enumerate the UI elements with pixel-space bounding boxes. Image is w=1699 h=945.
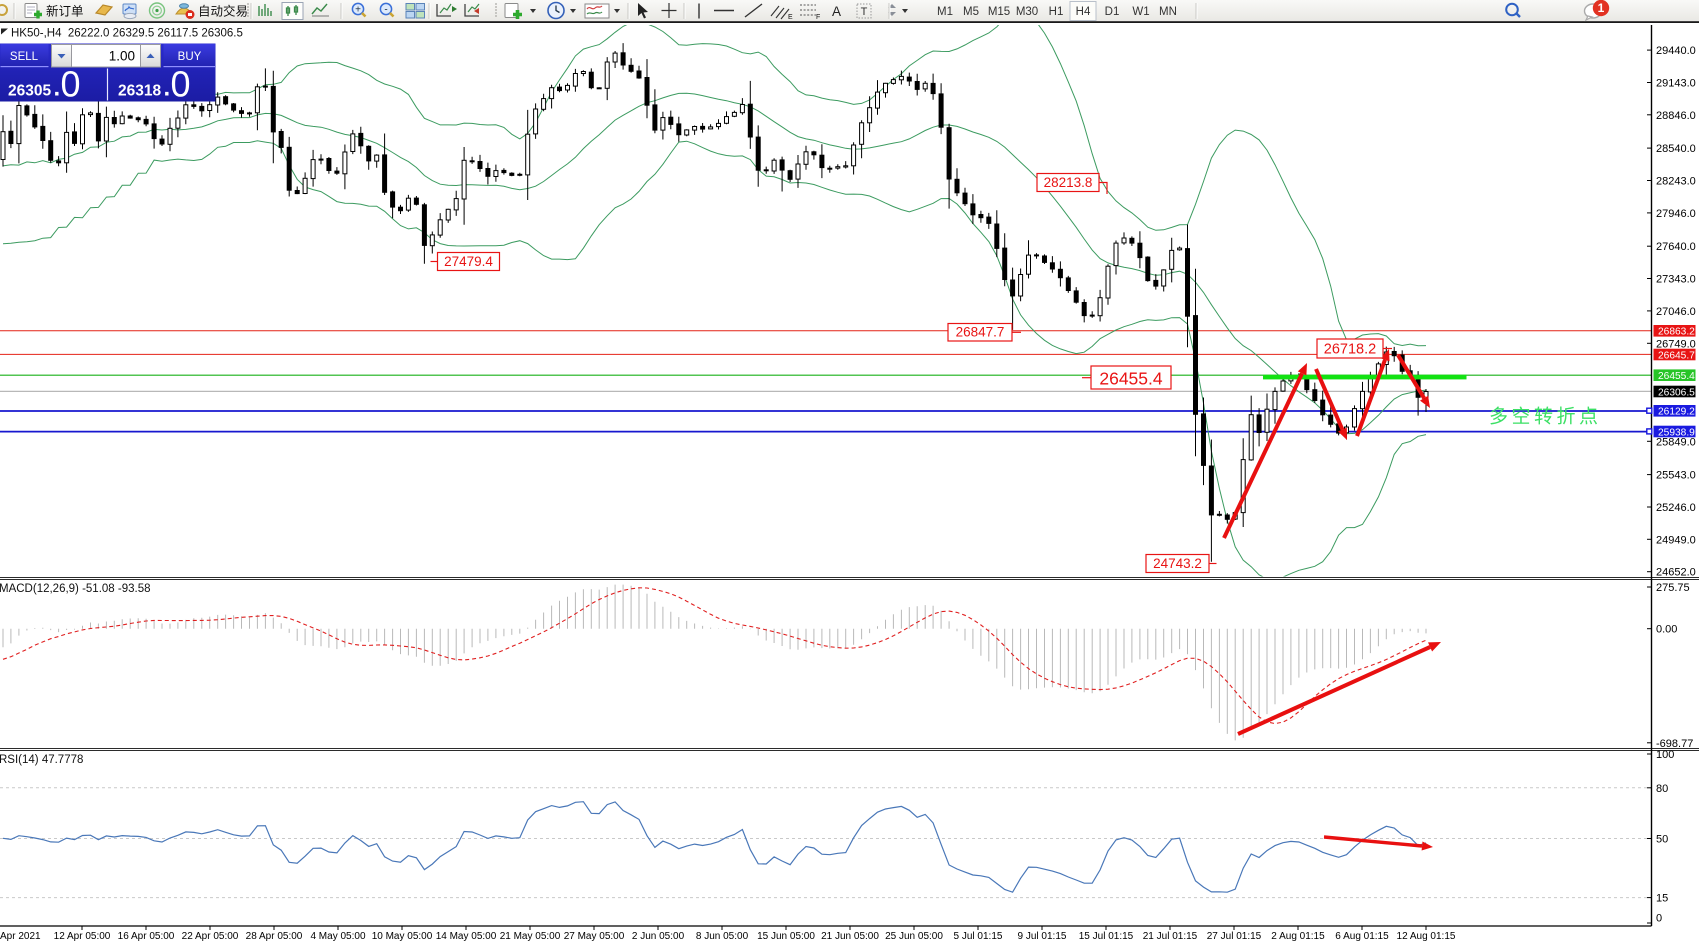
svg-text:0: 0: [61, 64, 81, 105]
svg-text:12 Aug 01:15: 12 Aug 01:15: [1397, 931, 1456, 942]
svg-text:27479.4: 27479.4: [444, 254, 493, 269]
svg-text:28846.0: 28846.0: [1656, 110, 1696, 122]
svg-text:自动交易: 自动交易: [198, 4, 248, 19]
svg-text:27046.0: 27046.0: [1656, 306, 1696, 318]
svg-text:SELL: SELL: [10, 51, 39, 63]
svg-text:4 May 05:00: 4 May 05:00: [310, 931, 365, 942]
svg-text:27 Jul 01:15: 27 Jul 01:15: [1207, 931, 1262, 942]
svg-text:0: 0: [1656, 913, 1662, 925]
svg-text:0: 0: [171, 64, 191, 105]
svg-text:24652.0: 24652.0: [1656, 567, 1696, 579]
svg-text:21 Jun 05:00: 21 Jun 05:00: [821, 931, 879, 942]
svg-text:275.75: 275.75: [1656, 582, 1690, 594]
svg-text:MACD(12,26,9) -51.08 -93.58: MACD(12,26,9) -51.08 -93.58: [0, 583, 151, 595]
svg-text:8 Jun 05:00: 8 Jun 05:00: [696, 931, 749, 942]
svg-text:15: 15: [1656, 893, 1668, 905]
svg-text:10 May 05:00: 10 May 05:00: [372, 931, 433, 942]
svg-text:HK50-,H4 26222.0 26329.5 2611: HK50-,H4 26222.0 26329.5 26117.5 26306.5: [11, 28, 243, 40]
svg-text:27640.0: 27640.0: [1656, 241, 1696, 253]
svg-text:26455.4: 26455.4: [1099, 369, 1163, 389]
svg-text:M1: M1: [937, 6, 953, 18]
svg-text:RSI(14) 47.7778: RSI(14) 47.7778: [0, 754, 83, 766]
svg-text:.: .: [164, 75, 171, 102]
svg-text:F: F: [816, 14, 820, 21]
svg-text:25849.0: 25849.0: [1656, 436, 1696, 448]
svg-text:0.00: 0.00: [1656, 624, 1677, 636]
svg-text:Apr 2021: Apr 2021: [0, 931, 41, 942]
svg-text:100: 100: [1656, 749, 1674, 761]
svg-text:29440.0: 29440.0: [1656, 45, 1696, 57]
svg-text:M30: M30: [1016, 6, 1038, 18]
svg-text:-698.77: -698.77: [1656, 738, 1693, 750]
svg-text:1.00: 1.00: [109, 49, 135, 64]
svg-text:9 Jul 01:15: 9 Jul 01:15: [1018, 931, 1067, 942]
svg-text:28243.0: 28243.0: [1656, 176, 1696, 188]
svg-text:1: 1: [1598, 1, 1605, 15]
svg-text:26863.2: 26863.2: [1658, 327, 1695, 338]
svg-text:-: -: [384, 5, 387, 16]
svg-text:27 May 05:00: 27 May 05:00: [564, 931, 625, 942]
svg-text:M5: M5: [963, 6, 979, 18]
svg-text:25 Jun 05:00: 25 Jun 05:00: [885, 931, 943, 942]
svg-text:28213.8: 28213.8: [1044, 175, 1093, 190]
svg-text:50: 50: [1656, 834, 1668, 846]
svg-text:多空转折点: 多空转折点: [1489, 406, 1602, 428]
svg-text:26455.4: 26455.4: [1658, 371, 1695, 382]
svg-text:15 Jun 05:00: 15 Jun 05:00: [757, 931, 815, 942]
svg-text:A: A: [832, 4, 841, 19]
svg-text:D1: D1: [1105, 6, 1120, 18]
svg-text:26847.7: 26847.7: [956, 325, 1005, 340]
svg-text:M15: M15: [988, 6, 1010, 18]
svg-text:25246.0: 25246.0: [1656, 502, 1696, 514]
svg-text:15 Jul 01:15: 15 Jul 01:15: [1079, 931, 1134, 942]
svg-text:27946.0: 27946.0: [1656, 208, 1696, 220]
svg-text:21 Jul 01:15: 21 Jul 01:15: [1143, 931, 1198, 942]
svg-text:.: .: [54, 75, 61, 102]
svg-text:26318: 26318: [118, 83, 161, 100]
svg-text:26306.5: 26306.5: [1658, 387, 1695, 398]
svg-text:27343.0: 27343.0: [1656, 274, 1696, 286]
svg-text:25938.9: 25938.9: [1658, 427, 1695, 438]
svg-text:H1: H1: [1049, 6, 1064, 18]
svg-text:新订单: 新订单: [46, 4, 84, 19]
svg-text:14 May 05:00: 14 May 05:00: [436, 931, 497, 942]
svg-text:MN: MN: [1159, 6, 1177, 18]
svg-text:5 Jul 01:15: 5 Jul 01:15: [954, 931, 1003, 942]
svg-text:26305: 26305: [8, 83, 51, 100]
svg-text:26645.7: 26645.7: [1658, 350, 1695, 361]
svg-text:T: T: [861, 6, 868, 18]
svg-text:W1: W1: [1132, 6, 1149, 18]
svg-text:28 Apr 05:00: 28 Apr 05:00: [246, 931, 303, 942]
svg-text:26129.2: 26129.2: [1658, 407, 1695, 418]
svg-text:+: +: [355, 5, 361, 16]
svg-text:25543.0: 25543.0: [1656, 470, 1696, 482]
svg-text:2 Jun 05:00: 2 Jun 05:00: [632, 931, 685, 942]
svg-text:16 Apr 05:00: 16 Apr 05:00: [118, 931, 175, 942]
svg-text:6 Aug 01:15: 6 Aug 01:15: [1335, 931, 1389, 942]
svg-text:26749.0: 26749.0: [1656, 338, 1696, 350]
svg-text:22 Apr 05:00: 22 Apr 05:00: [182, 931, 239, 942]
svg-text:12 Apr 05:00: 12 Apr 05:00: [54, 931, 111, 942]
svg-text:28540.0: 28540.0: [1656, 143, 1696, 155]
svg-text:29143.0: 29143.0: [1656, 78, 1696, 90]
svg-text:2 Aug 01:15: 2 Aug 01:15: [1271, 931, 1325, 942]
svg-text:26718.2: 26718.2: [1324, 342, 1376, 358]
svg-text:24743.2: 24743.2: [1153, 556, 1202, 571]
svg-text:H4: H4: [1076, 6, 1091, 18]
svg-text:21 May 05:00: 21 May 05:00: [500, 931, 561, 942]
svg-text:BUY: BUY: [178, 51, 202, 63]
svg-text:24949.0: 24949.0: [1656, 534, 1696, 546]
svg-text:80: 80: [1656, 783, 1668, 795]
svg-text:E: E: [788, 14, 793, 21]
